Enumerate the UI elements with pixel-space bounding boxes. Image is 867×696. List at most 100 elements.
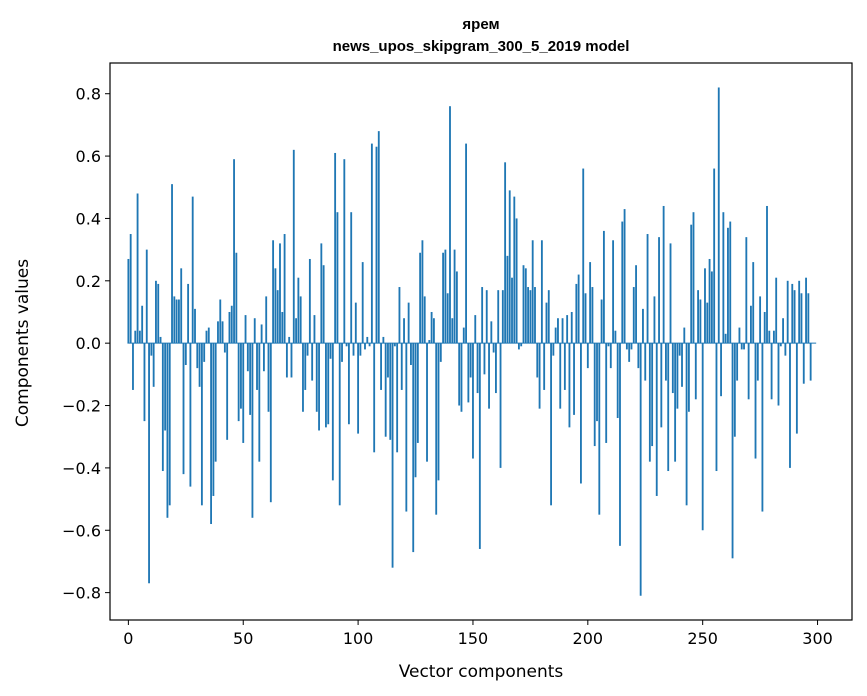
bar xyxy=(506,255,509,344)
bar xyxy=(573,343,575,415)
bar xyxy=(635,265,637,344)
bar xyxy=(419,252,422,344)
bar xyxy=(727,227,729,344)
bar xyxy=(455,271,458,344)
bar xyxy=(651,343,654,447)
bar xyxy=(729,221,732,344)
bar xyxy=(561,318,564,344)
bar xyxy=(708,258,711,344)
bar xyxy=(752,262,755,344)
bar xyxy=(582,168,585,344)
bar xyxy=(384,343,387,437)
bar xyxy=(347,343,350,425)
bar xyxy=(699,299,702,344)
bar xyxy=(637,343,640,369)
bar xyxy=(265,296,268,344)
bar xyxy=(210,343,212,525)
bar xyxy=(568,343,571,428)
bar xyxy=(782,318,784,344)
bar xyxy=(178,299,180,344)
bar xyxy=(575,283,578,344)
y-axis-ticks: −0.8 −0.6 −0.4 −0.2 0.0 0.2 0.4 0.6 0.8 xyxy=(62,85,110,603)
bar xyxy=(720,343,722,397)
bar xyxy=(219,299,222,344)
bar xyxy=(329,343,332,359)
bar xyxy=(759,296,762,344)
bar xyxy=(800,293,803,344)
x-tick-label: 300 xyxy=(802,629,833,648)
bar xyxy=(366,336,369,344)
bar xyxy=(775,277,778,344)
bar xyxy=(341,343,343,362)
bar xyxy=(747,343,750,400)
y-tick-label: −0.4 xyxy=(62,459,101,478)
bar xyxy=(772,330,775,344)
bar xyxy=(658,237,660,344)
bar xyxy=(189,343,192,487)
bar xyxy=(545,302,548,344)
bar xyxy=(194,308,196,344)
bar xyxy=(795,343,798,434)
bar xyxy=(129,234,132,344)
bar xyxy=(292,149,295,344)
bar xyxy=(488,343,490,409)
bar xyxy=(331,343,334,481)
bar xyxy=(375,146,378,344)
bar xyxy=(359,343,362,356)
bar xyxy=(182,343,185,475)
bar xyxy=(251,343,254,518)
x-tick-label: 200 xyxy=(573,629,604,648)
bar xyxy=(315,343,318,412)
bar xyxy=(322,265,325,344)
bar xyxy=(786,280,789,344)
bar xyxy=(403,318,405,344)
bar xyxy=(223,343,226,353)
y-tick-label: 0.4 xyxy=(76,209,101,228)
bar xyxy=(325,343,327,428)
bar xyxy=(632,287,635,344)
bar xyxy=(127,258,130,344)
bar xyxy=(807,293,810,344)
bar xyxy=(644,343,647,381)
bar xyxy=(168,343,171,506)
bar xyxy=(779,343,782,347)
bar xyxy=(350,212,353,344)
bar xyxy=(285,343,288,378)
bar xyxy=(511,277,513,344)
bar xyxy=(536,343,539,378)
bar xyxy=(423,296,426,344)
bar xyxy=(674,343,677,462)
bar xyxy=(770,343,773,400)
bar xyxy=(405,343,408,512)
bar xyxy=(279,243,281,344)
bar xyxy=(515,218,518,344)
bar xyxy=(740,343,743,350)
bar xyxy=(187,283,190,344)
bar xyxy=(272,240,275,344)
bar xyxy=(145,249,148,344)
bar xyxy=(517,343,520,350)
bar xyxy=(453,249,456,344)
bar xyxy=(738,327,741,344)
bar xyxy=(389,343,392,440)
bar xyxy=(504,162,507,344)
bar xyxy=(784,343,787,356)
bar xyxy=(706,302,709,344)
bar xyxy=(527,287,530,344)
bar xyxy=(148,343,150,584)
bar xyxy=(577,274,580,344)
bar xyxy=(159,336,162,344)
bar xyxy=(687,343,690,412)
bar xyxy=(171,184,173,344)
bar xyxy=(352,343,355,356)
bar xyxy=(722,212,725,344)
bar xyxy=(570,311,573,344)
bar xyxy=(789,343,791,468)
bar xyxy=(667,343,670,472)
bar xyxy=(798,280,801,344)
bar xyxy=(639,343,642,596)
bar xyxy=(607,343,610,347)
bar xyxy=(267,343,270,412)
bar xyxy=(563,343,566,390)
